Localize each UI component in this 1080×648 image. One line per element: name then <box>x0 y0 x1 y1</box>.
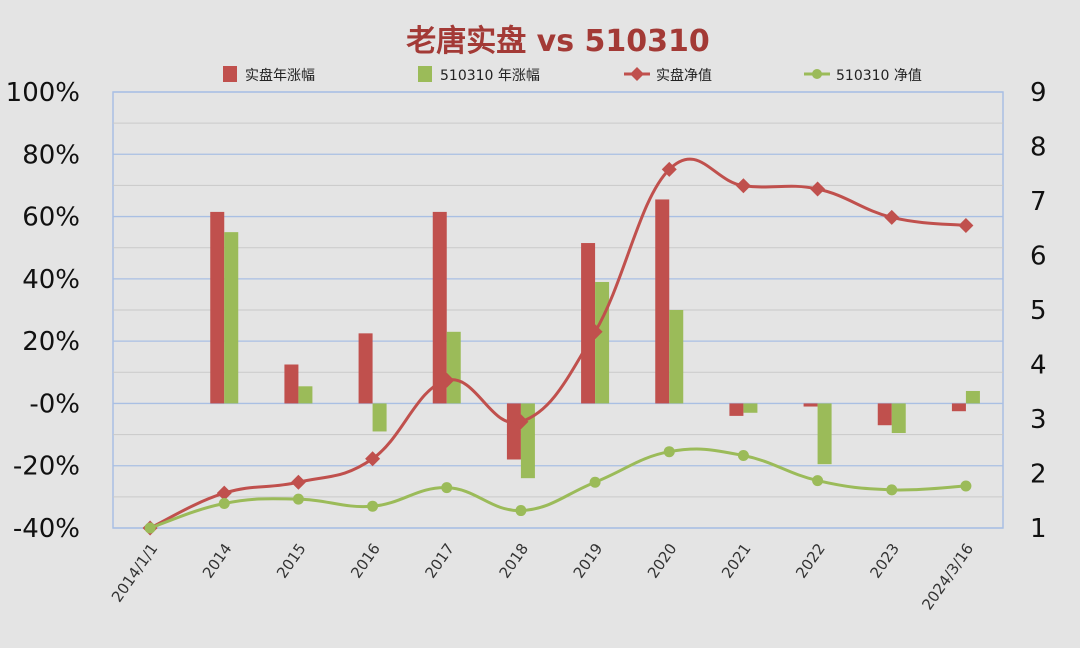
x-axis: 2014/1/1 2014 2015 2016 2017 2018 2019 2020 2021… <box>108 540 977 613</box>
y-right-tick-label: 7 <box>1030 187 1047 217</box>
bar-510310 <box>446 331 461 404</box>
line-shipan-nav <box>149 157 967 530</box>
bars <box>210 199 980 479</box>
bar-510310 <box>743 403 758 413</box>
grid <box>112 91 1004 529</box>
legend-label: 实盘净值 <box>656 67 712 84</box>
point-shipan-nav <box>661 161 677 177</box>
chart-title: 老唐实盘 vs 510310 <box>406 24 710 59</box>
x-tick-label: 2024/3/16 <box>918 540 977 613</box>
point-shipan-nav <box>810 181 826 197</box>
point-shipan-nav <box>365 451 381 467</box>
x-tick-label: 2015 <box>273 540 310 582</box>
point-shipan-nav <box>216 485 232 501</box>
legend-swatch-bar <box>418 66 432 82</box>
point-510310-nav <box>144 522 156 534</box>
bar-shipan <box>358 333 373 404</box>
y-right-tick-label: 2 <box>1030 460 1047 490</box>
point-510310-nav <box>886 484 898 496</box>
point-510310-nav <box>367 500 379 512</box>
legend-marker-diamond <box>630 67 644 81</box>
y-left-tick-label: -40% <box>13 514 80 544</box>
point-510310-nav <box>292 493 304 505</box>
y-left-tick-label: 80% <box>22 140 80 170</box>
point-shipan-nav <box>290 474 306 490</box>
bar-510310 <box>965 390 980 404</box>
y-right-tick-label: 5 <box>1030 296 1047 326</box>
legend-label: 510310 净值 <box>836 68 922 84</box>
point-510310-nav <box>663 446 675 458</box>
bar-shipan <box>210 211 225 404</box>
legend-swatch-bar <box>223 66 237 82</box>
bar-510310 <box>298 386 313 404</box>
x-tick-label: 2019 <box>570 540 607 582</box>
y-right-tick-label: 8 <box>1030 133 1047 163</box>
legend-marker-circle <box>812 69 822 79</box>
x-tick-label: 2023 <box>866 540 903 582</box>
point-510310-nav <box>960 480 972 492</box>
x-tick-label: 2020 <box>644 540 681 582</box>
x-tick-label: 2014/1/1 <box>108 540 161 606</box>
point-510310-nav <box>441 482 453 494</box>
bar-510310 <box>595 281 610 404</box>
point-510310-nav <box>218 497 230 509</box>
y-axis-left: 100% 80% 60% 40% 20% -0% -20% -40% <box>6 78 80 544</box>
bar-shipan <box>581 243 596 404</box>
y-left-tick-label: 40% <box>22 265 80 295</box>
legend-label: 510310 年涨幅 <box>440 68 540 84</box>
bar-510310 <box>891 403 906 434</box>
line-510310-nav <box>149 447 966 530</box>
bar-shipan <box>506 403 521 460</box>
bar-shipan <box>655 199 670 404</box>
bar-shipan <box>803 403 818 407</box>
y-right-tick-label: 6 <box>1030 242 1047 272</box>
x-tick-label: 2018 <box>496 540 533 582</box>
x-tick-label: 2017 <box>421 540 458 582</box>
point-shipan-nav <box>439 372 455 388</box>
bar-shipan <box>877 403 892 426</box>
bar-shipan <box>729 403 744 416</box>
point-510310-nav <box>737 450 749 462</box>
point-510310-nav <box>589 476 601 488</box>
y-right-tick-label: 4 <box>1030 351 1047 381</box>
legend-label: 实盘年涨幅 <box>245 67 315 84</box>
y-left-tick-label: -0% <box>29 389 80 419</box>
point-shipan-nav <box>587 324 603 340</box>
y-left-tick-label: -20% <box>13 452 80 482</box>
point-510310-nav <box>515 505 527 517</box>
bar-510310 <box>669 310 684 404</box>
x-tick-label: 2021 <box>718 540 755 582</box>
point-shipan-nav <box>735 178 751 194</box>
bar-510310 <box>372 403 387 432</box>
point-510310-nav <box>812 475 824 487</box>
bar-shipan <box>284 364 299 404</box>
y-left-tick-label: 20% <box>22 327 80 357</box>
y-axis-right: 9 8 7 6 5 4 3 2 1 <box>1030 78 1047 544</box>
bar-shipan <box>951 403 966 412</box>
y-left-tick-label: 60% <box>22 203 80 233</box>
point-shipan-nav <box>884 209 900 225</box>
y-right-tick-label: 9 <box>1030 78 1047 108</box>
point-shipan-nav <box>513 414 529 430</box>
point-shipan-nav <box>958 218 974 234</box>
lines <box>142 157 974 536</box>
bar-shipan <box>432 211 447 404</box>
x-tick-label: 2022 <box>792 540 829 582</box>
bar-510310 <box>817 403 832 465</box>
y-right-tick-label: 1 <box>1030 514 1047 544</box>
x-tick-label: 2016 <box>347 540 384 582</box>
legend: 实盘年涨幅 510310 年涨幅 实盘净值 510310 净值 <box>223 66 922 84</box>
y-left-tick-label: 100% <box>6 78 80 108</box>
bar-510310 <box>224 232 239 404</box>
y-right-tick-label: 3 <box>1030 405 1047 435</box>
x-tick-label: 2014 <box>199 540 236 582</box>
